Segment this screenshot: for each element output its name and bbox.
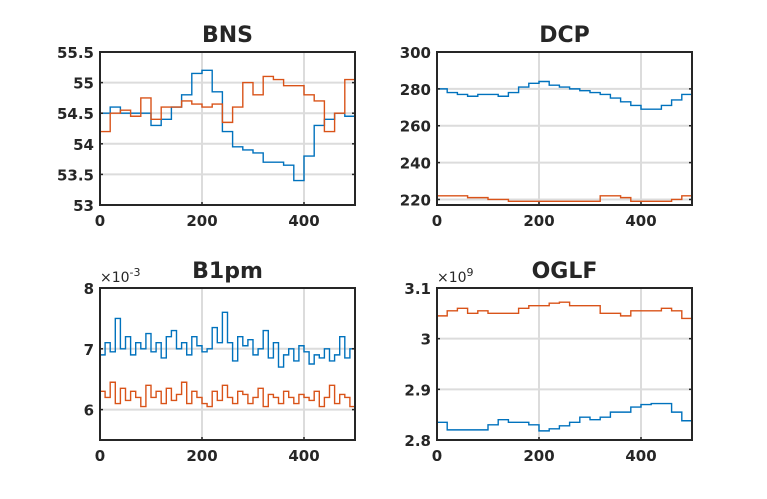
y-tick-label: 7 xyxy=(84,341,94,359)
series-line-series1 xyxy=(100,69,355,182)
x-tick-label: 400 xyxy=(288,212,319,230)
y-tick-label: 2.8 xyxy=(404,432,431,450)
axes-box xyxy=(436,287,693,441)
x-tick-label: 400 xyxy=(288,447,319,465)
y-tick-label: 240 xyxy=(400,155,431,173)
y-tick-label: 54.5 xyxy=(57,105,94,123)
x-tick-label: 200 xyxy=(523,212,554,230)
y-exponent-label: ×109 xyxy=(437,266,474,286)
y-tick-label: 55.5 xyxy=(57,44,94,62)
y-tick-label: 220 xyxy=(400,191,431,209)
x-tick-label: 400 xyxy=(625,447,656,465)
x-tick-label: 200 xyxy=(186,212,217,230)
y-tick-label: 55 xyxy=(73,75,94,93)
series-line-series1 xyxy=(437,402,692,432)
y-tick-label: 3.1 xyxy=(404,280,431,298)
subplot-oglf: 0 200 400 2.8 2.9 3 3.1 OGLF ×109 xyxy=(404,259,693,465)
series-line-series1 xyxy=(437,80,692,110)
axes-box xyxy=(99,287,356,441)
y-tick-label: 54 xyxy=(73,136,94,154)
y-exponent-power: 9 xyxy=(467,266,474,279)
x-tick-label: 0 xyxy=(95,212,105,230)
series-line-series2 xyxy=(100,381,355,410)
y-tick-label: 280 xyxy=(400,81,431,99)
y-tick-label: 260 xyxy=(400,118,431,136)
axes-box xyxy=(436,51,693,206)
subplot-title: DCP xyxy=(539,23,590,48)
series-line-series2 xyxy=(437,190,692,203)
x-tick-label: 0 xyxy=(95,447,105,465)
y-tick-label: 2.9 xyxy=(404,381,431,399)
y-tick-label: 300 xyxy=(400,44,431,62)
y-exponent-label: ×10-3 xyxy=(100,266,141,286)
x-tick-label: 200 xyxy=(523,447,554,465)
series-line-series1 xyxy=(100,311,355,368)
y-tick-label: 8 xyxy=(84,280,94,298)
subplot-bns: 0 200 400 53 53.5 54 54.5 55 55.5 BNS xyxy=(57,23,356,230)
y-tick-label: 53.5 xyxy=(57,166,94,184)
y-tick-label: 6 xyxy=(84,402,94,420)
subplot-title: B1pm xyxy=(192,259,263,284)
x-tick-label: 400 xyxy=(625,212,656,230)
subplot-b1pm: 0 200 400 6 7 8 B1pm ×10-3 xyxy=(84,259,356,465)
subplot-title: OGLF xyxy=(532,259,598,284)
y-tick-label: 3 xyxy=(421,331,431,349)
subplot-title: BNS xyxy=(202,23,253,48)
subplot-dcp: 0 200 400 220 240 260 280 300 DCP xyxy=(400,23,693,230)
axes-box xyxy=(99,51,356,206)
series-line-series2 xyxy=(100,75,355,133)
y-tick-label: 53 xyxy=(73,197,94,215)
x-tick-label: 200 xyxy=(186,447,217,465)
x-tick-label: 0 xyxy=(432,447,442,465)
y-exponent-power: -3 xyxy=(130,266,141,279)
x-tick-label: 0 xyxy=(432,212,442,230)
series-line-series2 xyxy=(437,301,692,320)
